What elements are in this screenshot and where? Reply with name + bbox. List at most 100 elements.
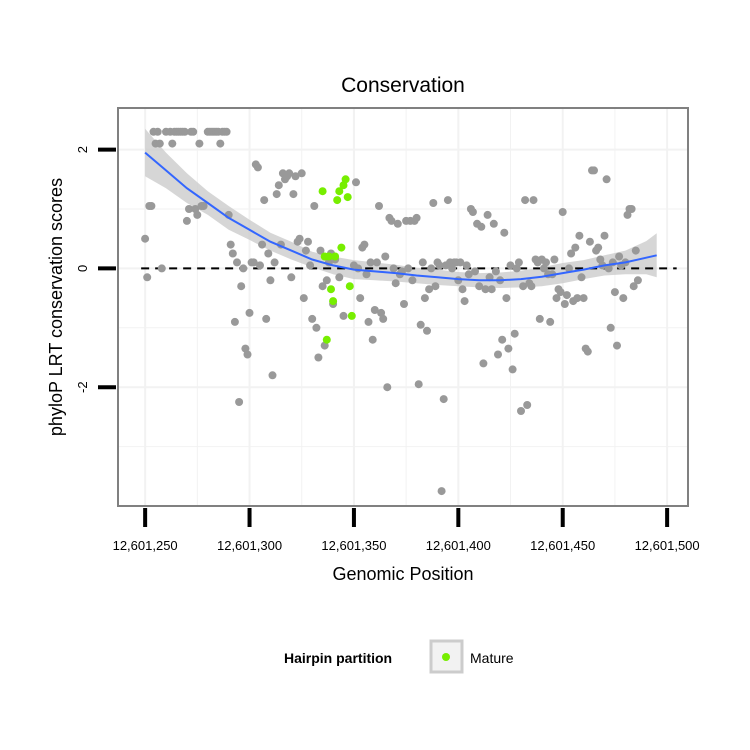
data-point (249, 258, 258, 267)
data-point (464, 270, 473, 279)
data-point (477, 222, 486, 231)
data-point (500, 228, 509, 237)
data-point (429, 199, 438, 207)
data-point (573, 294, 582, 303)
data-point (383, 383, 392, 392)
data-point (318, 282, 327, 291)
data-point (487, 285, 496, 294)
data-point (230, 317, 239, 326)
legend-label-mature: Mature (470, 650, 514, 666)
data-point (512, 264, 521, 273)
data-point (565, 264, 573, 273)
data-point (475, 282, 484, 291)
data-point (372, 258, 381, 267)
data-point (304, 237, 312, 246)
data-point (468, 208, 477, 216)
data-point (583, 347, 592, 356)
data-point (393, 219, 402, 228)
data-point (577, 273, 586, 282)
data-point (295, 234, 304, 243)
data-point (306, 261, 315, 270)
y-axis-title: phyloP LRT conservation scores (46, 178, 66, 436)
x-tick-label: 12,601,300 (217, 538, 282, 553)
data-point (352, 178, 360, 187)
data-point (439, 395, 448, 404)
y-tick-label: -2 (75, 381, 90, 393)
data-point-mature (318, 187, 327, 196)
data-point-mature (322, 335, 331, 344)
data-point (216, 139, 225, 148)
panel-border (117, 107, 689, 507)
data-point (517, 407, 525, 415)
legend-key-box (429, 639, 464, 674)
data-point (274, 181, 283, 190)
data-point (435, 261, 444, 270)
data-point (256, 261, 264, 270)
data-point (297, 169, 306, 178)
data-point (185, 205, 193, 213)
data-point (633, 276, 642, 285)
data-point-mature (347, 311, 356, 320)
data-point (539, 264, 548, 273)
data-point (287, 273, 296, 282)
data-point (312, 323, 321, 332)
data-point (316, 246, 325, 255)
data-point (360, 240, 369, 249)
data-point (235, 398, 244, 406)
x-tick-label: 12,601,450 (530, 538, 595, 553)
data-point (423, 326, 431, 335)
data-point (314, 353, 323, 362)
data-point (308, 314, 317, 323)
data-point (437, 487, 446, 496)
data-point-mature (343, 193, 352, 202)
data-point (264, 249, 273, 258)
data-point (389, 264, 398, 273)
data-point (226, 240, 235, 249)
data-point (195, 139, 204, 148)
data-point (153, 127, 162, 136)
data-point (604, 264, 613, 273)
data-point (143, 273, 152, 282)
y-tick-label: 0 (75, 265, 90, 272)
data-point (610, 288, 619, 297)
data-point (427, 264, 436, 273)
x-tick-label: 12,601,350 (321, 538, 386, 553)
data-point (556, 288, 565, 297)
loess-smooth-line (144, 151, 657, 282)
data-point (519, 282, 528, 291)
data-point (180, 127, 189, 136)
data-point (521, 196, 530, 205)
data-point (602, 175, 611, 184)
data-point (416, 320, 425, 329)
data-point (155, 139, 164, 148)
data-point (301, 246, 310, 255)
data-point-mature (341, 175, 350, 184)
data-point-mature (324, 252, 333, 261)
x-tick-label: 12,601,500 (635, 538, 700, 553)
data-point (542, 258, 550, 267)
data-point (310, 202, 319, 210)
data-point (243, 350, 252, 359)
data-point (141, 234, 150, 243)
data-point (258, 240, 267, 249)
data-point (631, 246, 640, 255)
data-point (567, 249, 576, 258)
data-point-mature (335, 187, 344, 196)
data-point (233, 258, 241, 267)
data-point (370, 306, 379, 314)
data-point (498, 335, 507, 344)
data-point (456, 258, 465, 267)
data-point (590, 166, 598, 175)
data-point (404, 264, 413, 273)
data-point (285, 169, 294, 178)
data-point (189, 127, 198, 136)
legend-key-mature (442, 653, 450, 661)
data-point (560, 300, 569, 308)
data-point (527, 282, 536, 291)
data-point (199, 202, 208, 210)
data-point (425, 285, 434, 294)
data-point (245, 308, 254, 317)
data-point (471, 267, 479, 276)
data-point-mature (327, 285, 335, 294)
